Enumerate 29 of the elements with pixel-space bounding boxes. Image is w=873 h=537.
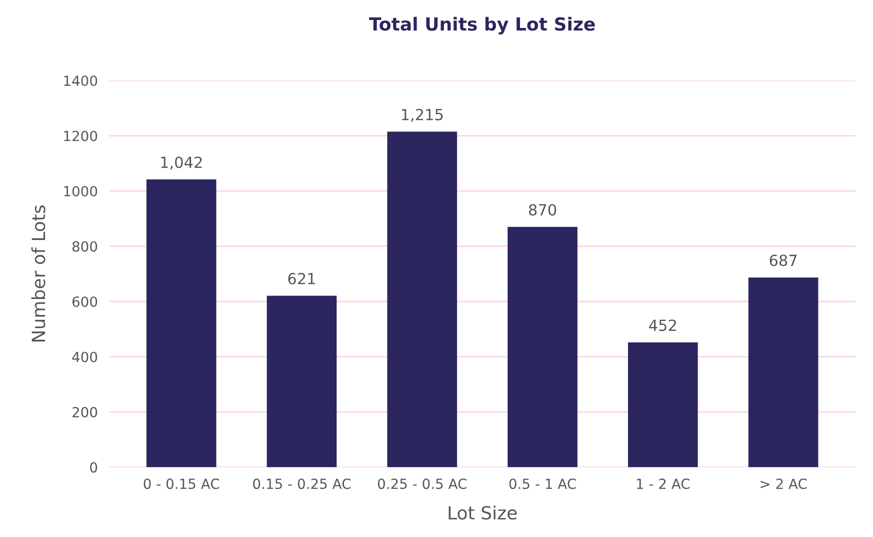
bar xyxy=(508,226,578,468)
y-tick-label: 800 xyxy=(72,241,98,252)
data-label: 1,215 xyxy=(402,108,443,122)
data-label: 687 xyxy=(770,254,797,266)
y-tick-label: 0 xyxy=(90,462,98,473)
x-tick-label: 1 - 2 AC xyxy=(637,478,690,490)
data-label: 870 xyxy=(528,204,556,216)
bar xyxy=(628,342,698,468)
data-label: 452 xyxy=(649,320,676,332)
y-tick-label: 600 xyxy=(72,296,98,307)
x-tick-label: 0.5 - 1 AC xyxy=(509,478,576,490)
data-label: 621 xyxy=(288,272,315,284)
bar xyxy=(146,179,216,468)
bar xyxy=(748,277,818,468)
data-label: 1,042 xyxy=(161,156,202,170)
x-tick-label: 0.25 - 0.5 AC xyxy=(378,478,466,490)
y-tick-label: 400 xyxy=(72,352,98,362)
x-tick-label: > 2 AC xyxy=(760,478,807,490)
y-axis-title: Number of Lots xyxy=(31,205,46,342)
x-axis-title: Lot Size xyxy=(448,506,517,520)
y-tick-label: 1200 xyxy=(64,130,98,142)
chart-title: Total Units by Lot Size xyxy=(369,16,595,34)
y-tick-label: 200 xyxy=(72,406,98,418)
y-tick-label: 1400 xyxy=(64,76,98,86)
y-tick-label: 1000 xyxy=(64,186,98,196)
bar xyxy=(266,296,337,468)
x-tick-label: 0.15 - 0.25 AC xyxy=(253,478,351,490)
x-tick-label: 0 - 0.15 AC xyxy=(144,478,220,490)
bar xyxy=(387,132,458,468)
